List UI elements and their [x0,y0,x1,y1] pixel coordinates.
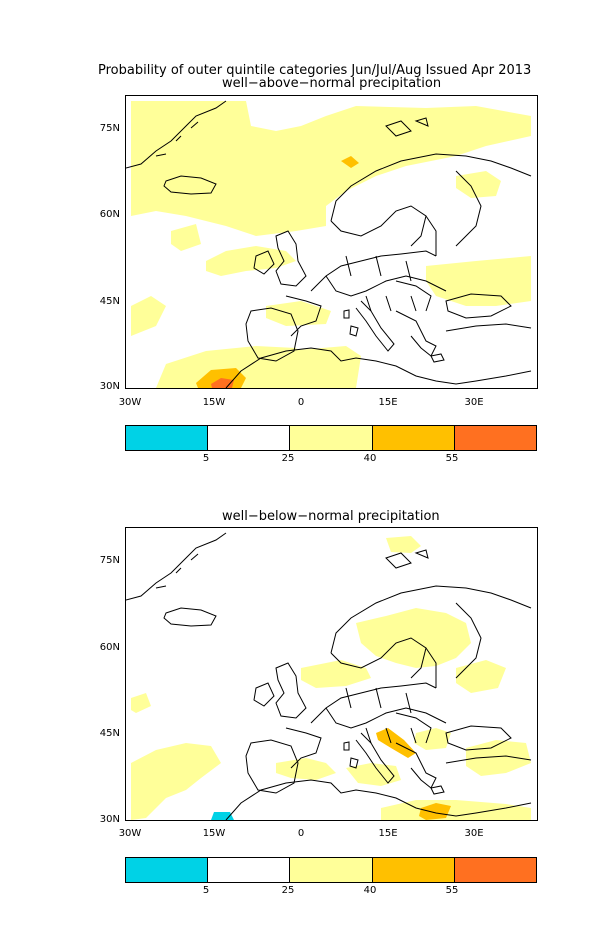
figure-title: Probability of outer quintile categories… [98,63,532,78]
colorbar-segment-40-55 [372,858,455,882]
x-tick-30w: 30W [118,397,142,408]
y-tick-45n: 45N [99,296,120,307]
panel-1-subtitle: well−above−normal precipitation [222,76,442,91]
x-tick-30e: 30E [464,828,484,839]
x-tick-15w: 15W [202,828,226,839]
shading-below-5 [211,812,234,820]
coastlines [126,532,532,820]
shading-25-40 [131,536,531,820]
map-panel-above-normal [125,95,538,389]
x-tick-30e: 30E [464,397,484,408]
x-tick-30w: 30W [118,828,142,839]
colorbar-segment-25-40 [290,858,373,882]
colorbar-label-5: 5 [202,885,210,896]
colorbar-label-40: 40 [363,885,377,896]
y-tick-60n: 60N [99,642,120,653]
colorbar-segment-below-5 [126,858,209,882]
colorbar-label-55: 55 [445,453,459,464]
y-tick-75n: 75N [99,555,120,566]
map-canvas [126,100,532,388]
x-tick-15e: 15E [378,828,398,839]
x-tick-15e: 15E [378,397,398,408]
colorbar-segment-25-40 [290,426,373,450]
shading-25-40 [131,101,531,388]
colorbar-label-40: 40 [363,453,377,464]
panel-2-subtitle: well−below−normal precipitation [222,509,440,524]
colorbar-segment-above-55 [454,426,537,450]
x-tick-15w: 15W [202,397,226,408]
y-tick-60n: 60N [99,209,120,220]
x-tick-0: 0 [297,828,305,839]
y-tick-30n: 30N [99,814,120,825]
colorbar-segment-above-55 [454,858,537,882]
colorbar-segment-below-5 [126,426,209,450]
coastlines [126,100,532,388]
x-tick-0: 0 [297,397,305,408]
map-canvas [126,532,532,820]
colorbar-panel-2 [125,857,537,883]
colorbar-segment-5-25 [208,858,291,882]
colorbar-segment-5-25 [208,426,291,450]
colorbar-label-5: 5 [202,453,210,464]
y-tick-30n: 30N [99,381,120,392]
map-panel-below-normal [125,527,538,821]
y-tick-75n: 75N [99,123,120,134]
colorbar-label-25: 25 [281,885,295,896]
colorbar-label-25: 25 [281,453,295,464]
colorbar-label-55: 55 [445,885,459,896]
colorbar-segment-40-55 [372,426,455,450]
y-tick-45n: 45N [99,728,120,739]
colorbar-panel-1 [125,425,537,451]
